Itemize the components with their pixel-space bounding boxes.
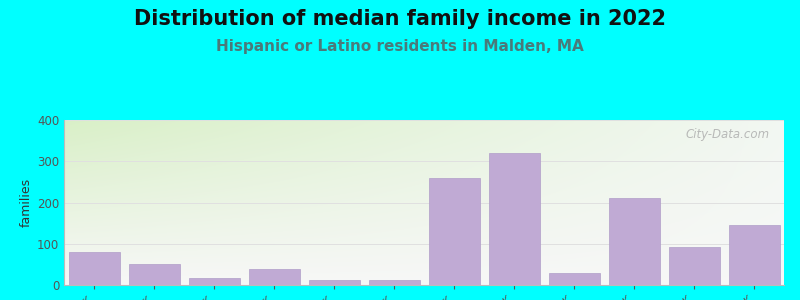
Bar	[429, 178, 479, 285]
Bar	[69, 252, 119, 285]
Bar	[249, 268, 299, 285]
Bar	[309, 280, 359, 285]
Bar	[729, 225, 779, 285]
Bar	[489, 153, 539, 285]
Bar	[369, 280, 419, 285]
Bar	[129, 263, 179, 285]
Text: Hispanic or Latino residents in Malden, MA: Hispanic or Latino residents in Malden, …	[216, 39, 584, 54]
Bar	[609, 198, 659, 285]
Bar	[189, 278, 239, 285]
Bar	[669, 247, 719, 285]
Bar	[549, 273, 599, 285]
Y-axis label: families: families	[20, 178, 33, 227]
Text: City-Data.com: City-Data.com	[686, 128, 770, 141]
Text: Distribution of median family income in 2022: Distribution of median family income in …	[134, 9, 666, 29]
